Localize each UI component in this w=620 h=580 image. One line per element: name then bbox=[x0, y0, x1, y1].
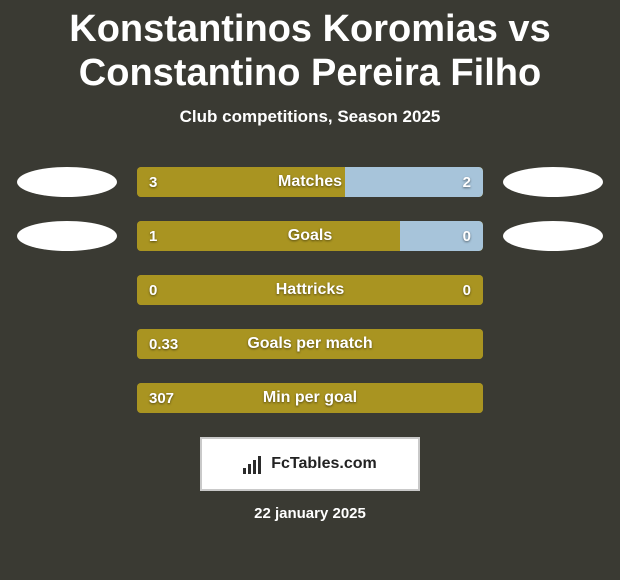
bar-left-fill bbox=[137, 329, 483, 359]
bar-track bbox=[137, 329, 483, 359]
stat-row: 0.33 Goals per match bbox=[0, 329, 620, 359]
stat-rows: 3 Matches 2 1 Goals 0 0 Hattricks bbox=[0, 167, 620, 413]
stat-left-value: 0 bbox=[149, 275, 157, 305]
bar-chart-icon bbox=[243, 454, 265, 474]
left-oval bbox=[17, 221, 117, 251]
bar-left-fill bbox=[137, 221, 400, 251]
stat-left-value: 0.33 bbox=[149, 329, 178, 359]
stat-left-value: 1 bbox=[149, 221, 157, 251]
bar-track bbox=[137, 167, 483, 197]
right-oval bbox=[503, 221, 603, 251]
bar-left-fill bbox=[137, 383, 483, 413]
stat-row: 3 Matches 2 bbox=[0, 167, 620, 197]
bar-track bbox=[137, 383, 483, 413]
stat-bar: 1 Goals 0 bbox=[137, 221, 483, 251]
oval-spacer bbox=[17, 275, 117, 305]
right-oval bbox=[503, 167, 603, 197]
brand-text: FcTables.com bbox=[271, 455, 377, 473]
stat-bar: 0.33 Goals per match bbox=[137, 329, 483, 359]
oval-spacer bbox=[503, 329, 603, 359]
stat-right-value: 2 bbox=[463, 167, 471, 197]
stat-bar: 307 Min per goal bbox=[137, 383, 483, 413]
stat-bar: 3 Matches 2 bbox=[137, 167, 483, 197]
oval-spacer bbox=[503, 275, 603, 305]
stat-left-value: 3 bbox=[149, 167, 157, 197]
subtitle: Club competitions, Season 2025 bbox=[0, 107, 620, 127]
oval-spacer bbox=[17, 329, 117, 359]
stat-right-value: 0 bbox=[463, 221, 471, 251]
oval-spacer bbox=[17, 383, 117, 413]
date-text: 22 january 2025 bbox=[0, 505, 620, 522]
oval-spacer bbox=[503, 383, 603, 413]
stat-right-value: 0 bbox=[463, 275, 471, 305]
brand-badge: FcTables.com bbox=[200, 437, 420, 491]
bar-track bbox=[137, 275, 483, 305]
stat-row: 307 Min per goal bbox=[0, 383, 620, 413]
bar-left-fill bbox=[137, 275, 483, 305]
stat-row: 0 Hattricks 0 bbox=[0, 275, 620, 305]
stat-left-value: 307 bbox=[149, 383, 174, 413]
bar-track bbox=[137, 221, 483, 251]
bar-left-fill bbox=[137, 167, 345, 197]
stat-bar: 0 Hattricks 0 bbox=[137, 275, 483, 305]
left-oval bbox=[17, 167, 117, 197]
page-title: Konstantinos Koromias vs Constantino Per… bbox=[0, 0, 620, 95]
stat-row: 1 Goals 0 bbox=[0, 221, 620, 251]
